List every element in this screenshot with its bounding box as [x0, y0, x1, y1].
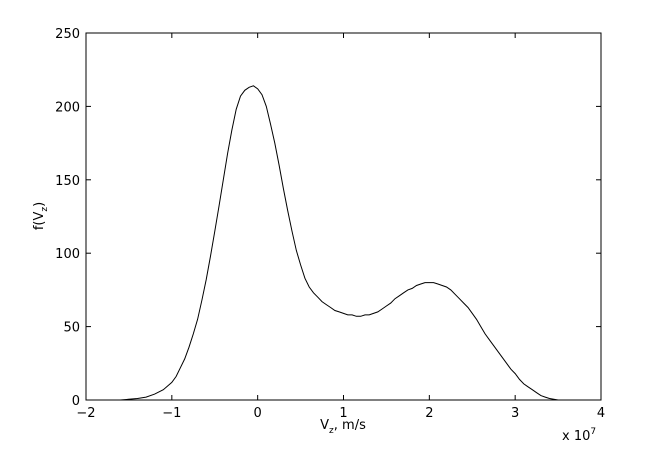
x-tick-label: 3	[511, 406, 519, 421]
x-tick-label: 0	[254, 406, 262, 421]
series-line	[103, 85, 567, 401]
x-tick-label: 1	[339, 406, 347, 421]
y-tick-label: 100	[55, 247, 80, 262]
plot-area	[85, 32, 602, 401]
y-tick-label: 250	[55, 27, 80, 42]
axis-ticks	[85, 32, 602, 401]
x-axis-label: Vz, m/s	[320, 418, 366, 436]
y-tick-label: 200	[55, 100, 80, 115]
y-tick-label: 0	[72, 394, 80, 409]
y-axis-label: f(Vz)	[32, 202, 50, 230]
y-tick-label: 50	[63, 321, 80, 336]
x-tick-label: −2	[76, 406, 95, 421]
x-tick-label: 4	[597, 406, 605, 421]
x-tick-label: −1	[162, 406, 181, 421]
x-multiplier-label: x 107	[562, 427, 596, 444]
y-tick-label: 150	[55, 174, 80, 189]
x-tick-label: 2	[425, 406, 433, 421]
axis-tick-labels: −2 −1 0 1 2 3 4 0 50 100 150 200 250	[55, 27, 605, 421]
